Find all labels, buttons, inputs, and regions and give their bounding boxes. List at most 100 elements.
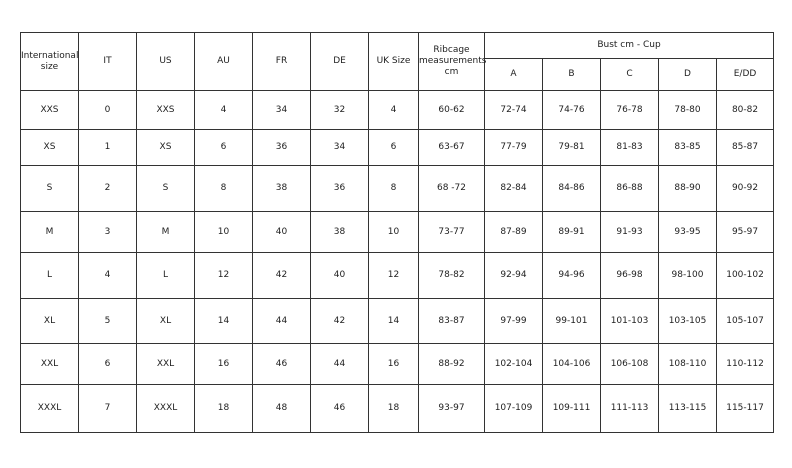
header-de: DE xyxy=(310,32,369,91)
table-cell: 100-102 xyxy=(715,252,775,299)
table-cell: 38 xyxy=(252,165,311,212)
table-cell: 80-82 xyxy=(715,90,775,130)
table-row: XS 1 XS 6 36 34 6 63-67 77-79 79-81 81-83 83-85 85-8… xyxy=(20,129,775,166)
table-cell: XXXL xyxy=(20,384,79,433)
header-international-size: International size xyxy=(20,32,79,91)
header-us: US xyxy=(136,32,195,91)
table-cell: 44 xyxy=(310,343,369,385)
table-cell: 115-117 xyxy=(715,384,775,433)
table-cell: 86-88 xyxy=(600,165,659,212)
table-cell: 1 xyxy=(78,129,137,166)
table-cell: 93-97 xyxy=(418,384,485,433)
table-cell: 46 xyxy=(252,343,311,385)
header-cup-e-dd: E/DD xyxy=(715,58,775,91)
table-cell: 7 xyxy=(78,384,137,433)
table-cell: 90-92 xyxy=(715,165,775,212)
table-cell: 5 xyxy=(78,298,137,344)
table-cell: 74-76 xyxy=(542,90,601,130)
table-cell: 14 xyxy=(368,298,419,344)
header-bust-cup: Bust cm - Cup xyxy=(483,32,775,59)
header-au: AU xyxy=(194,32,253,91)
table-row: L 4 L 12 42 40 12 78-82 92-94 94-96 96-98 98-100 100… xyxy=(20,252,775,299)
table-cell: XL xyxy=(136,298,195,344)
table-cell: XXS xyxy=(136,90,195,130)
table-cell: 40 xyxy=(252,211,311,253)
table-cell: 87-89 xyxy=(484,211,543,253)
table-cell: L xyxy=(20,252,79,299)
header-cup-a: A xyxy=(484,58,543,91)
table-cell: 83-87 xyxy=(418,298,485,344)
table-cell: 88-90 xyxy=(658,165,717,212)
table-cell: XS xyxy=(136,129,195,166)
size-chart-table: International size IT US AU FR DE UK Siz… xyxy=(20,32,775,433)
table-row: XXXL 7 XXXL 18 48 46 18 93-97 107-109 109-111 111-… xyxy=(20,384,775,433)
table-cell: 97-99 xyxy=(484,298,543,344)
table-cell: 14 xyxy=(194,298,253,344)
header-ribcage: Ribcage measurements cm xyxy=(418,32,486,91)
table-cell: 60-62 xyxy=(418,90,485,130)
table-cell: 12 xyxy=(194,252,253,299)
table-cell: 6 xyxy=(194,129,253,166)
table-cell: 93-95 xyxy=(658,211,717,253)
table-cell: XL xyxy=(20,298,79,344)
table-row: XXS 0 XXS 4 34 32 4 60-62 72-74 74-76 76-78 78-80 80… xyxy=(20,90,775,130)
table-cell: 2 xyxy=(78,165,137,212)
table-cell: M xyxy=(20,211,79,253)
table-cell: 85-87 xyxy=(715,129,775,166)
table-cell: 36 xyxy=(310,165,369,212)
header-fr: FR xyxy=(252,32,311,91)
table-cell: 78-80 xyxy=(658,90,717,130)
table-cell: L xyxy=(136,252,195,299)
table-cell: 92-94 xyxy=(484,252,543,299)
table-cell: 18 xyxy=(194,384,253,433)
table-cell: 34 xyxy=(252,90,311,130)
table-cell: 83-85 xyxy=(658,129,717,166)
table-cell: 18 xyxy=(368,384,419,433)
table-cell: 12 xyxy=(368,252,419,299)
table-cell: XXL xyxy=(20,343,79,385)
header-it: IT xyxy=(78,32,137,91)
table-cell: 91-93 xyxy=(600,211,659,253)
table-cell: 95-97 xyxy=(715,211,775,253)
table-cell: 109-111 xyxy=(542,384,601,433)
table-cell: 32 xyxy=(310,90,369,130)
table-cell: 4 xyxy=(368,90,419,130)
table-cell: 98-100 xyxy=(658,252,717,299)
table-cell: 78-82 xyxy=(418,252,485,299)
table-cell: 77-79 xyxy=(484,129,543,166)
table-cell: 8 xyxy=(194,165,253,212)
table-cell: 99-101 xyxy=(542,298,601,344)
table-row: M 3 M 10 40 38 10 73-77 87-89 89-91 91-93 93-95 95-9… xyxy=(20,211,775,253)
table-cell: 76-78 xyxy=(600,90,659,130)
table-cell: 48 xyxy=(252,384,311,433)
table-row: S 2 S 8 38 36 8 68 -72 82-84 84-86 86-88 88-90 90-92 xyxy=(20,165,775,212)
table-cell: 6 xyxy=(368,129,419,166)
table-cell: 108-110 xyxy=(658,343,717,385)
table-cell: 106-108 xyxy=(600,343,659,385)
table-cell: 88-92 xyxy=(418,343,485,385)
header-cup-d: D xyxy=(658,58,717,91)
table-cell: S xyxy=(20,165,79,212)
table-cell: XXXL xyxy=(136,384,195,433)
table-cell: 79-81 xyxy=(542,129,601,166)
table-cell: 42 xyxy=(310,298,369,344)
table-cell: 16 xyxy=(368,343,419,385)
table-cell: 16 xyxy=(194,343,253,385)
table-cell: 6 xyxy=(78,343,137,385)
table-cell: M xyxy=(136,211,195,253)
table-cell: 63-67 xyxy=(418,129,485,166)
table-cell: XXS xyxy=(20,90,79,130)
table-cell: 36 xyxy=(252,129,311,166)
table-cell: 68 -72 xyxy=(418,165,485,212)
table-cell: 111-113 xyxy=(600,384,659,433)
table-cell: 89-91 xyxy=(542,211,601,253)
header-cup-b: B xyxy=(542,58,601,91)
table-cell: 110-112 xyxy=(715,343,775,385)
table-cell: 103-105 xyxy=(658,298,717,344)
table-cell: 8 xyxy=(368,165,419,212)
table-cell: 38 xyxy=(310,211,369,253)
table-cell: 42 xyxy=(252,252,311,299)
table-cell: 46 xyxy=(310,384,369,433)
table-cell: 104-106 xyxy=(542,343,601,385)
table-row: XL 5 XL 14 44 42 14 83-87 97-99 99-101 101-103 103-… xyxy=(20,298,775,344)
